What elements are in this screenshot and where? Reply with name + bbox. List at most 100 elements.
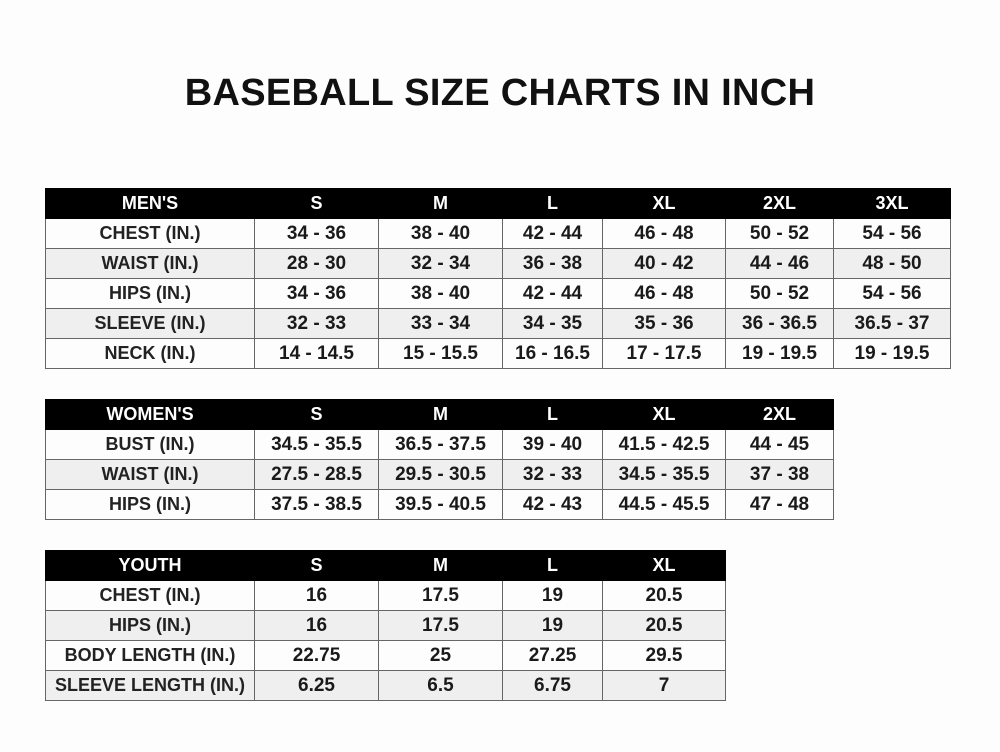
size-value: 39.5 - 40.5 (378, 489, 503, 520)
size-value: 20.5 (602, 610, 726, 641)
measurement-label: WAIST (IN.) (45, 459, 255, 490)
size-value: 27.25 (502, 640, 603, 671)
size-value: 17.5 (378, 580, 503, 611)
measurement-label: CHEST (IN.) (45, 218, 255, 249)
size-value: 42 - 43 (502, 489, 603, 520)
size-value: 6.25 (254, 670, 379, 701)
size-column-header: 2XL (725, 399, 834, 430)
size-value: 16 (254, 610, 379, 641)
size-value: 14 - 14.5 (254, 338, 379, 369)
size-column-header: S (254, 550, 379, 581)
size-value: 44 - 45 (725, 429, 834, 460)
table-row: SLEEVE (IN.) 32 - 33 33 - 34 34 - 35 35 - 36… (45, 308, 951, 339)
size-value: 42 - 44 (502, 218, 603, 249)
size-column-header: XL (602, 399, 726, 430)
measurement-label: SLEEVE (IN.) (45, 308, 255, 339)
size-column-header: XL (602, 188, 726, 219)
measurement-label: HIPS (IN.) (45, 278, 255, 309)
size-value: 32 - 33 (254, 308, 379, 339)
size-value: 19 - 19.5 (725, 338, 834, 369)
size-value: 44 - 46 (725, 248, 834, 279)
table-row: CHEST (IN.) 34 - 36 38 - 40 42 - 44 46 - 48 5… (45, 218, 951, 249)
measurement-label: BUST (IN.) (45, 429, 255, 460)
size-value: 36.5 - 37 (833, 308, 951, 339)
size-column-header: M (378, 399, 503, 430)
table-category-header: WOMEN'S (45, 399, 255, 430)
size-column-header: 3XL (833, 188, 951, 219)
table-category-header: YOUTH (45, 550, 255, 581)
size-value: 28 - 30 (254, 248, 379, 279)
table-row: BODY LENGTH (IN.) 22.75 25 27.25 29.5 (45, 640, 726, 671)
size-value: 19 (502, 610, 603, 641)
size-value: 22.75 (254, 640, 379, 671)
measurement-label: BODY LENGTH (IN.) (45, 640, 255, 671)
measurement-label: NECK (IN.) (45, 338, 255, 369)
size-value: 36.5 - 37.5 (378, 429, 503, 460)
table-row: CHEST (IN.) 16 17.5 19 20.5 (45, 580, 726, 611)
size-value: 25 (378, 640, 503, 671)
size-column-header: M (378, 550, 503, 581)
measurement-label: HIPS (IN.) (45, 489, 255, 520)
size-value: 46 - 48 (602, 218, 726, 249)
size-column-header: S (254, 188, 379, 219)
size-value: 6.5 (378, 670, 503, 701)
table-row: HIPS (IN.) 16 17.5 19 20.5 (45, 610, 726, 641)
size-value: 38 - 40 (378, 218, 503, 249)
size-column-header: S (254, 399, 379, 430)
size-value: 16 - 16.5 (502, 338, 603, 369)
size-value: 16 (254, 580, 379, 611)
womens-size-table: WOMEN'S S M L XL 2XL BUST (IN.) 34.5 - 35.5 36.5… (45, 399, 834, 520)
size-value: 35 - 36 (602, 308, 726, 339)
size-value: 29.5 (602, 640, 726, 671)
measurement-label: SLEEVE LENGTH (IN.) (45, 670, 255, 701)
size-value: 38 - 40 (378, 278, 503, 309)
size-value: 6.75 (502, 670, 603, 701)
size-value: 34.5 - 35.5 (602, 459, 726, 490)
table-row: BUST (IN.) 34.5 - 35.5 36.5 - 37.5 39 - 40 4… (45, 429, 834, 460)
size-value: 36 - 36.5 (725, 308, 834, 339)
size-value: 37.5 - 38.5 (254, 489, 379, 520)
size-value: 42 - 44 (502, 278, 603, 309)
size-value: 47 - 48 (725, 489, 834, 520)
size-value: 32 - 33 (502, 459, 603, 490)
table-row: SLEEVE LENGTH (IN.) 6.25 6.5 6.75 7 (45, 670, 726, 701)
table-row: WAIST (IN.) 28 - 30 32 - 34 36 - 38 40 - 42 4… (45, 248, 951, 279)
size-value: 17.5 (378, 610, 503, 641)
size-value: 37 - 38 (725, 459, 834, 490)
size-value: 29.5 - 30.5 (378, 459, 503, 490)
mens-size-table: MEN'S S M L XL 2XL 3XL CHEST (IN.) 34 - 36 38 - 4… (45, 188, 951, 369)
size-value: 17 - 17.5 (602, 338, 726, 369)
table-row: WAIST (IN.) 27.5 - 28.5 29.5 - 30.5 32 - 33… (45, 459, 834, 490)
size-value: 33 - 34 (378, 308, 503, 339)
size-value: 46 - 48 (602, 278, 726, 309)
size-value: 41.5 - 42.5 (602, 429, 726, 460)
size-value: 54 - 56 (833, 218, 951, 249)
header-row: WOMEN'S S M L XL 2XL (45, 399, 834, 430)
size-value: 54 - 56 (833, 278, 951, 309)
size-column-header: L (502, 188, 603, 219)
size-column-header: L (502, 399, 603, 430)
measurement-label: HIPS (IN.) (45, 610, 255, 641)
size-value: 40 - 42 (602, 248, 726, 279)
size-value: 20.5 (602, 580, 726, 611)
size-value: 34.5 - 35.5 (254, 429, 379, 460)
size-value: 27.5 - 28.5 (254, 459, 379, 490)
table-category-header: MEN'S (45, 188, 255, 219)
size-value: 50 - 52 (725, 278, 834, 309)
header-row: YOUTH S M L XL (45, 550, 726, 581)
size-value: 19 - 19.5 (833, 338, 951, 369)
size-column-header: M (378, 188, 503, 219)
header-row: MEN'S S M L XL 2XL 3XL (45, 188, 951, 219)
size-value: 50 - 52 (725, 218, 834, 249)
measurement-label: CHEST (IN.) (45, 580, 255, 611)
table-row: NECK (IN.) 14 - 14.5 15 - 15.5 16 - 16.5 17 … (45, 338, 951, 369)
size-value: 34 - 36 (254, 218, 379, 249)
size-value: 32 - 34 (378, 248, 503, 279)
size-value: 15 - 15.5 (378, 338, 503, 369)
size-value: 44.5 - 45.5 (602, 489, 726, 520)
table-row: HIPS (IN.) 37.5 - 38.5 39.5 - 40.5 42 - 43 4… (45, 489, 834, 520)
size-column-header: XL (602, 550, 726, 581)
size-column-header: L (502, 550, 603, 581)
size-value: 34 - 35 (502, 308, 603, 339)
size-value: 19 (502, 580, 603, 611)
